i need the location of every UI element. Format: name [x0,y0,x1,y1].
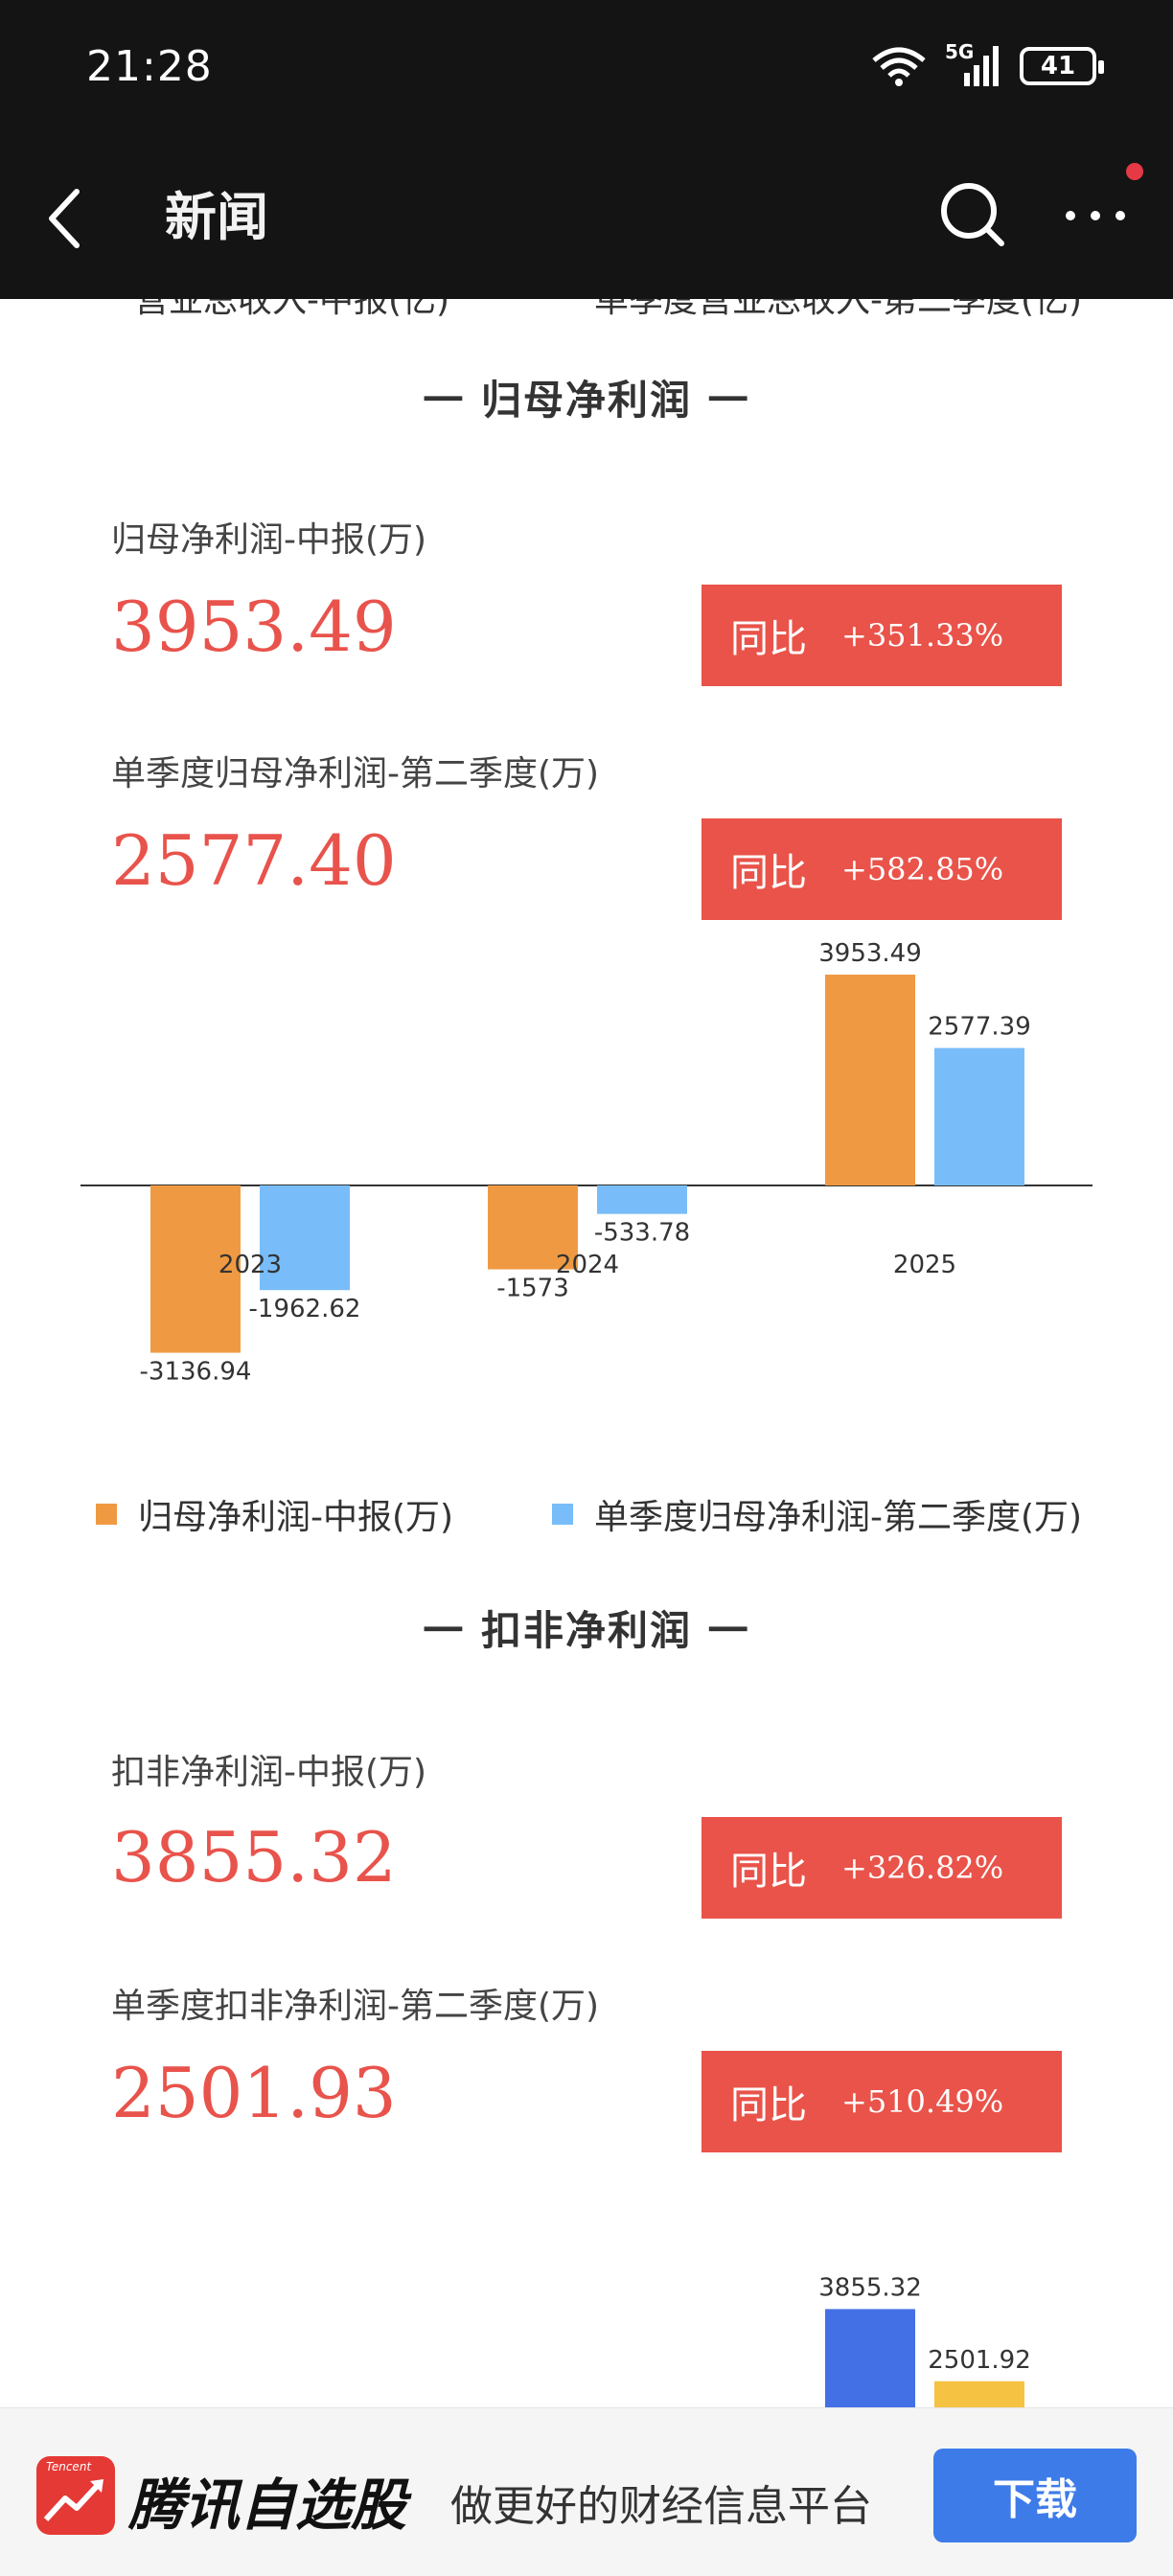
page-title: 新闻 [165,187,268,247]
metric-label-quarter: 单季度扣非净利润-第二季度(万) [111,1987,600,2026]
yoy-badge: 同比 +326.82% [702,1817,1062,1919]
yoy-badge: 同比 +510.49% [702,2051,1062,2152]
badge-label: 同比 [730,617,807,661]
metric-label-quarter: 单季度归母净利润-第二季度(万) [111,754,600,794]
chart-legend: 归母净利润-中报(万) 单季度归母净利润-第二季度(万) [0,1489,1173,1537]
metric-value-interim: 3855.32 [111,1817,397,1898]
bar-value-label: -3136.94 [140,1358,252,1387]
badge-value: +510.49% [841,2083,1004,2120]
bar-value-label: 3953.49 [818,939,922,968]
search-icon[interactable] [934,176,1011,253]
app-download-banner: Tencent 腾讯自选股 做更好的财经信息平台 下载 [0,2407,1173,2576]
bar [825,975,915,1185]
article-content: 营业总收入-中报(亿) 单季度营业总收入-第二季度(亿) 一 归母净利润 一 归… [0,299,1173,2407]
legend-label: 单季度归母净利润-第二季度(万) [594,1498,1083,1537]
battery-level: 41 [1040,52,1076,80]
badge-value: +351.33% [841,617,1004,654]
app-logo: Tencent [36,2456,115,2535]
badge-value: +326.82% [841,1850,1004,1886]
logo-text: Tencent [46,2460,92,2473]
status-time: 21:28 [86,42,213,91]
bar [150,1185,241,1353]
more-icon[interactable] [1062,192,1129,240]
bar [825,2309,915,2407]
bar-value-label: -1573 [496,1275,569,1303]
notification-dot [1126,163,1143,180]
x-tick-label: 2025 [893,1251,956,1279]
metric-value-quarter: 2577.40 [111,820,397,901]
nav-bar: 新闻 [0,134,1173,299]
cut-label-right: 单季度营业总收入-第二季度(亿) [594,299,1083,320]
section-title-deducted-profit: 一 扣非净利润 一 [423,1607,750,1654]
cut-label-left: 营业总收入-中报(亿) [134,299,450,320]
legend-item: 归母净利润-中报(万) [96,1489,453,1539]
bar [488,1185,578,1270]
metric-value-interim: 3953.49 [111,586,397,667]
legend-item: 单季度归母净利润-第二季度(万) [552,1489,1082,1539]
download-button[interactable]: 下载 [933,2449,1137,2542]
bar [934,1047,1024,1185]
signal-icon: 5G [945,40,1002,88]
legend-label: 归母净利润-中报(万) [138,1498,454,1537]
metric-value-quarter: 2501.93 [111,2053,397,2133]
metric-label-interim: 归母净利润-中报(万) [111,520,427,560]
badge-label: 同比 [730,1850,807,1894]
wifi-icon [872,47,926,86]
bar-value-label: 2577.39 [928,1013,1031,1042]
back-icon[interactable] [36,180,94,257]
bar-value-label: -533.78 [594,1219,690,1248]
stock-trend-icon [43,2479,104,2522]
legend-swatch [96,1504,117,1525]
x-tick-label: 2024 [556,1251,619,1279]
battery-icon: 41 [1020,47,1104,85]
yoy-badge: 同比 +351.33% [702,585,1062,686]
bar [597,1185,687,1214]
metric-label-interim: 扣非净利润-中报(万) [111,1753,427,1792]
status-icons: 5G 41 [870,40,1104,90]
legend-swatch [552,1504,573,1525]
bar [260,1185,350,1291]
deducted-profit-bar-chart: 3855.32 2501.92 [818,2273,1031,2407]
badge-label: 同比 [730,851,807,895]
bar-value-label: -1962.62 [249,1295,361,1323]
x-tick-label: 2023 [218,1251,282,1279]
yoy-badge: 同比 +582.85% [702,818,1062,920]
status-bar: 21:28 5G 41 [0,0,1173,134]
net-profit-bar-chart: -3136.94 -1962.62 2023 -1573 -533.78 2024 3953… [80,939,1092,1387]
brand-slogan: 做更好的财经信息平台 [450,2482,872,2531]
bar [934,2380,1024,2407]
bar-value-label: 2501.92 [928,2346,1031,2375]
network-label: 5G [945,40,975,63]
brand-name: 腾讯自选股 [128,2472,407,2538]
badge-value: +582.85% [841,851,1004,887]
bar-value-label: 3855.32 [818,2273,922,2302]
section-title-net-profit: 一 归母净利润 一 [423,377,750,424]
badge-label: 同比 [730,2083,807,2128]
